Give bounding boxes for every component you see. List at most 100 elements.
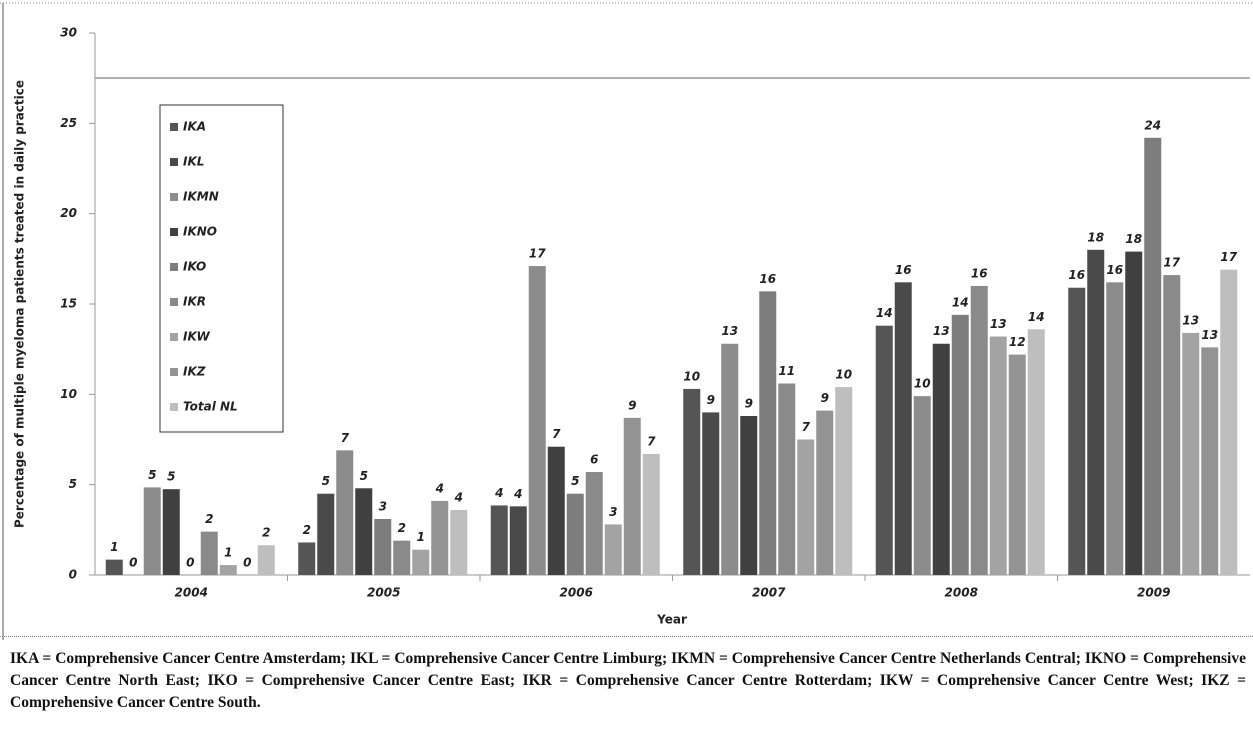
value-label: 2 bbox=[303, 523, 311, 537]
bar bbox=[528, 266, 546, 575]
bar bbox=[721, 343, 739, 575]
value-label: 9 bbox=[707, 393, 715, 407]
bar bbox=[490, 505, 508, 575]
x-tick-label: 2008 bbox=[945, 586, 978, 600]
value-label: 9 bbox=[628, 398, 636, 412]
bar bbox=[105, 559, 123, 575]
y-tick-label: 10 bbox=[60, 387, 77, 401]
value-label: 2 bbox=[262, 526, 270, 540]
value-label: 16 bbox=[1068, 268, 1085, 282]
bar bbox=[336, 450, 354, 575]
bar bbox=[989, 336, 1007, 575]
bar bbox=[702, 412, 720, 575]
bar bbox=[623, 417, 641, 575]
bar bbox=[509, 506, 527, 575]
value-label: 16 bbox=[971, 266, 988, 280]
value-label: 17 bbox=[1163, 256, 1180, 270]
value-label: 10 bbox=[683, 369, 700, 383]
bar bbox=[932, 343, 950, 575]
y-tick-label: 15 bbox=[60, 297, 77, 311]
value-label: 5 bbox=[571, 474, 579, 488]
value-label: 10 bbox=[835, 368, 852, 382]
x-tick-label: 2007 bbox=[752, 586, 786, 600]
value-label: 13 bbox=[933, 324, 950, 338]
value-label: 1 bbox=[417, 530, 425, 544]
legend-label: IKA bbox=[183, 120, 206, 134]
value-label: 5 bbox=[322, 474, 330, 488]
x-tick-label: 2006 bbox=[560, 586, 593, 600]
bar bbox=[1220, 269, 1238, 575]
legend-swatch bbox=[170, 158, 178, 166]
value-label: 0 bbox=[129, 556, 137, 570]
value-label: 1 bbox=[110, 540, 118, 554]
value-label: 4 bbox=[513, 487, 522, 501]
legend-swatch bbox=[170, 403, 178, 411]
bar bbox=[200, 531, 218, 575]
value-label: 4 bbox=[494, 486, 503, 500]
bar bbox=[162, 489, 180, 575]
legend-label: IKZ bbox=[183, 365, 206, 379]
value-label: 7 bbox=[341, 431, 350, 445]
value-label: 10 bbox=[914, 377, 931, 391]
value-label: 2 bbox=[398, 521, 406, 535]
value-label: 16 bbox=[895, 263, 912, 277]
bar bbox=[797, 439, 815, 575]
y-tick-label: 20 bbox=[60, 206, 77, 220]
bar bbox=[1144, 137, 1162, 575]
value-label: 17 bbox=[1220, 250, 1237, 264]
value-label: 11 bbox=[778, 364, 795, 378]
y-tick-label: 5 bbox=[69, 477, 77, 491]
bar bbox=[951, 314, 969, 575]
legend-label: IKO bbox=[183, 260, 206, 274]
y-tick-label: 0 bbox=[69, 568, 77, 582]
value-label: 14 bbox=[952, 295, 969, 309]
value-label: 13 bbox=[1201, 328, 1218, 342]
value-label: 16 bbox=[1106, 263, 1123, 277]
value-label: 16 bbox=[759, 272, 776, 286]
legend-label: IKR bbox=[183, 295, 206, 309]
bar bbox=[970, 285, 988, 575]
bar bbox=[585, 472, 603, 575]
value-label: 5 bbox=[167, 470, 175, 484]
bar bbox=[393, 540, 411, 575]
value-label: 13 bbox=[1182, 313, 1199, 327]
value-label: 13 bbox=[721, 324, 738, 338]
bar bbox=[355, 488, 373, 575]
bar bbox=[683, 388, 701, 575]
legend-swatch bbox=[170, 263, 178, 271]
legend-label: IKNO bbox=[183, 225, 217, 239]
bar bbox=[1106, 282, 1124, 575]
value-label: 12 bbox=[1009, 335, 1026, 349]
bar bbox=[816, 410, 834, 575]
x-tick-label: 2004 bbox=[175, 586, 208, 600]
value-label: 5 bbox=[148, 468, 156, 482]
caption-separator bbox=[0, 636, 1253, 637]
bar bbox=[1087, 249, 1105, 576]
bar bbox=[1201, 347, 1219, 575]
y-tick-label: 25 bbox=[60, 116, 77, 130]
bar bbox=[1125, 251, 1143, 575]
value-label: 1 bbox=[224, 546, 232, 560]
value-label: 3 bbox=[609, 505, 617, 519]
bar bbox=[450, 509, 468, 575]
bar bbox=[374, 518, 392, 575]
bar bbox=[835, 387, 853, 575]
bar bbox=[875, 325, 893, 575]
bar bbox=[566, 493, 584, 575]
bar bbox=[298, 542, 316, 575]
bar bbox=[740, 416, 758, 575]
legend-label: Total NL bbox=[183, 400, 238, 414]
legend-swatch bbox=[170, 333, 178, 341]
legend-swatch bbox=[170, 298, 178, 306]
bar bbox=[317, 493, 335, 575]
value-label: 17 bbox=[529, 247, 546, 261]
value-label: 7 bbox=[802, 420, 811, 434]
value-label: 13 bbox=[990, 317, 1007, 331]
legend-swatch bbox=[170, 228, 178, 236]
bar bbox=[1182, 332, 1200, 575]
bar bbox=[759, 291, 777, 575]
value-label: 14 bbox=[876, 306, 893, 320]
bar bbox=[547, 446, 565, 575]
value-label: 5 bbox=[360, 469, 368, 483]
